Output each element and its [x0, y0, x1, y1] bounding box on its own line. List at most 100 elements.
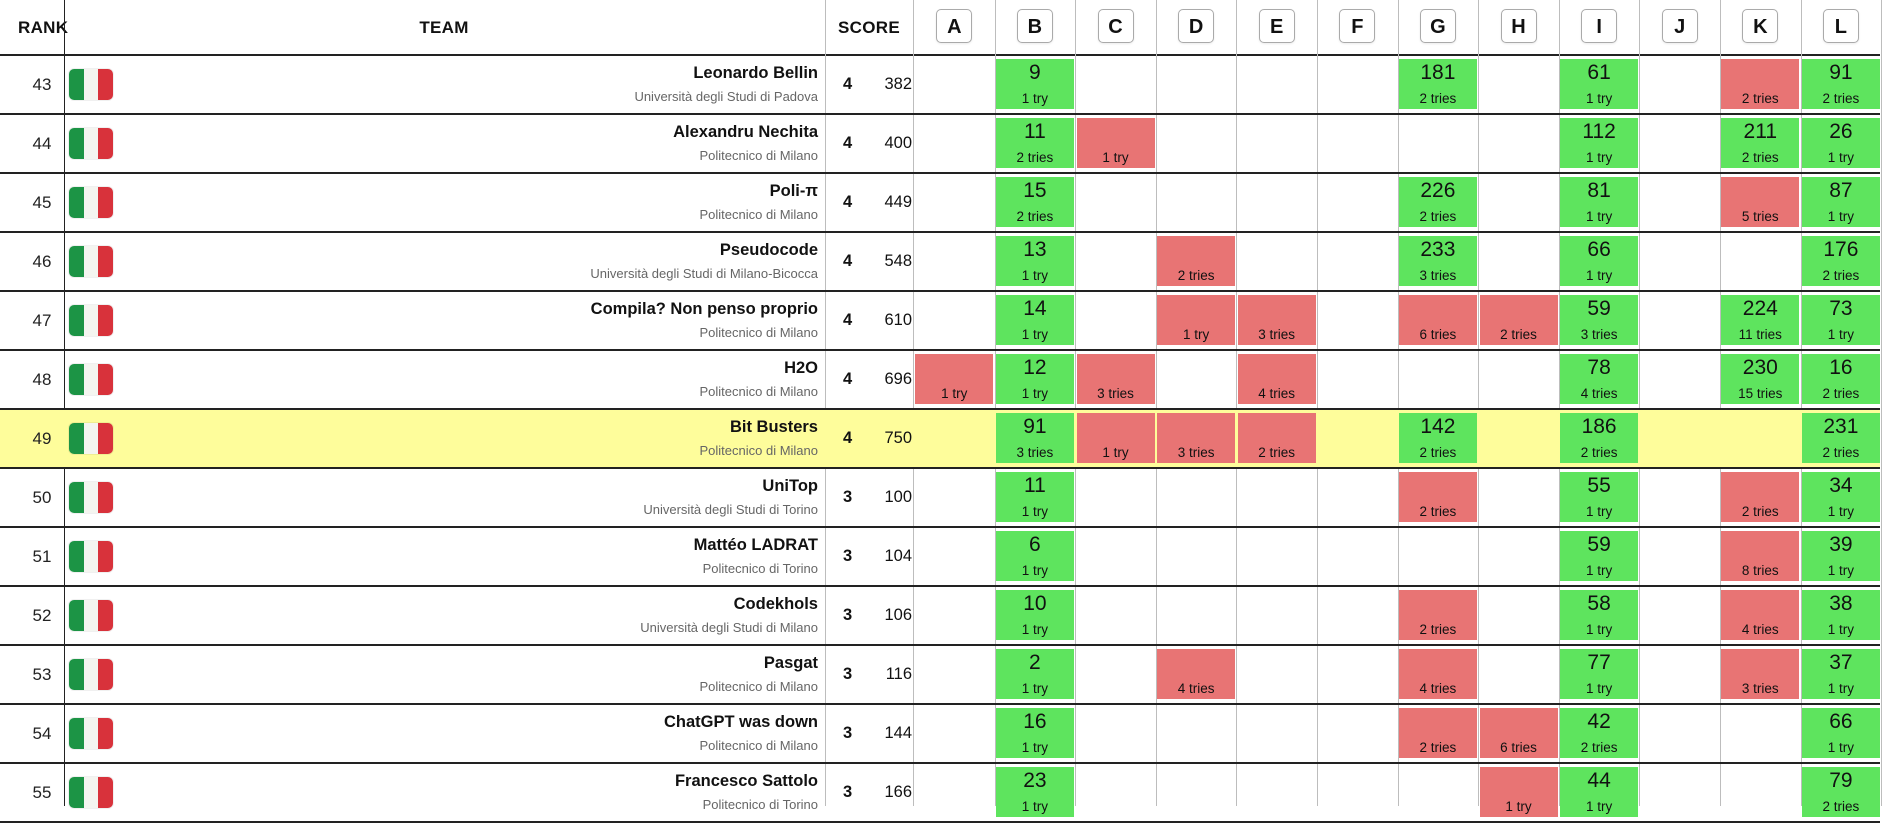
problem-cell-g[interactable]: 142 2 tries: [1398, 413, 1477, 463]
problem-cell-i[interactable]: 59 3 tries: [1560, 295, 1639, 345]
team-name[interactable]: UniTop: [762, 477, 818, 495]
team-name[interactable]: H2O: [784, 359, 818, 377]
problem-cell-l[interactable]: 66 1 try: [1801, 708, 1880, 758]
table-row[interactable]: 44 Alexandru Nechita Politecnico di Milano…: [0, 115, 1880, 174]
problem-cell-c[interactable]: 1 try: [1076, 118, 1155, 168]
problem-cell-i[interactable]: 77 1 try: [1560, 649, 1639, 699]
problem-cell-k[interactable]: 2 tries: [1721, 472, 1800, 522]
problem-cell-a[interactable]: 1 try: [915, 354, 994, 404]
problem-cell-b[interactable]: 14 1 try: [995, 295, 1074, 345]
problem-cell-i[interactable]: 81 1 try: [1560, 177, 1639, 227]
team-name[interactable]: Francesco Sattolo: [674, 772, 818, 790]
problem-header-e[interactable]: E: [1258, 9, 1295, 43]
problem-cell-b[interactable]: 23 1 try: [995, 767, 1074, 817]
problem-cell-l[interactable]: 26 1 try: [1801, 118, 1880, 168]
problem-cell-h[interactable]: 6 tries: [1479, 708, 1558, 758]
table-row[interactable]: 55 Francesco Sattolo Politecnico di Torino…: [0, 764, 1880, 823]
table-row[interactable]: 43 Leonardo Bellin Università degli Studi …: [0, 56, 1880, 115]
problem-cell-d[interactable]: 1 try: [1157, 295, 1236, 345]
problem-cell-g[interactable]: 2 tries: [1398, 472, 1477, 522]
problem-cell-i[interactable]: 186 2 tries: [1560, 413, 1639, 463]
problem-cell-k[interactable]: 211 2 tries: [1721, 118, 1800, 168]
problem-header-k[interactable]: K: [1742, 9, 1779, 43]
problem-cell-e[interactable]: 4 tries: [1237, 354, 1316, 404]
problem-cell-g[interactable]: 2 tries: [1398, 590, 1477, 640]
problem-header-c[interactable]: C: [1097, 9, 1134, 43]
problem-cell-b[interactable]: 13 1 try: [995, 236, 1074, 286]
problem-cell-b[interactable]: 15 2 tries: [995, 177, 1074, 227]
problem-cell-h[interactable]: 2 tries: [1479, 295, 1558, 345]
problem-cell-l[interactable]: 37 1 try: [1801, 649, 1880, 699]
problem-cell-g[interactable]: 181 2 tries: [1398, 59, 1477, 109]
problem-cell-b[interactable]: 11 2 tries: [995, 118, 1074, 168]
problem-cell-l[interactable]: 79 2 tries: [1801, 767, 1880, 817]
team-name[interactable]: Pasgat: [763, 654, 818, 672]
problem-cell-e[interactable]: 2 tries: [1237, 413, 1316, 463]
table-row[interactable]: 47 Compila? Non penso proprio Politecnico …: [0, 292, 1880, 351]
team-name[interactable]: Bit Busters: [729, 418, 818, 436]
problem-cell-i[interactable]: 112 1 try: [1560, 118, 1639, 168]
problem-cell-g[interactable]: 226 2 tries: [1398, 177, 1477, 227]
problem-cell-i[interactable]: 42 2 tries: [1560, 708, 1639, 758]
problem-cell-k[interactable]: 224 11 tries: [1721, 295, 1800, 345]
problem-cell-k[interactable]: 2 tries: [1721, 59, 1800, 109]
problem-header-g[interactable]: G: [1419, 9, 1456, 43]
problem-cell-g[interactable]: 2 tries: [1398, 708, 1477, 758]
problem-cell-i[interactable]: 61 1 try: [1560, 59, 1639, 109]
team-name[interactable]: Pseudocode: [719, 241, 818, 259]
table-row[interactable]: 54 ChatGPT was down Politecnico di Milano 3…: [0, 705, 1880, 764]
problem-cell-l[interactable]: 38 1 try: [1801, 590, 1880, 640]
problem-cell-i[interactable]: 59 1 try: [1560, 531, 1639, 581]
team-name[interactable]: Compila? Non penso proprio: [590, 300, 818, 318]
problem-cell-i[interactable]: 66 1 try: [1560, 236, 1639, 286]
problem-cell-b[interactable]: 6 1 try: [995, 531, 1074, 581]
team-name[interactable]: ChatGPT was down: [663, 713, 818, 731]
problem-cell-l[interactable]: 176 2 tries: [1801, 236, 1880, 286]
problem-cell-k[interactable]: 5 tries: [1721, 177, 1800, 227]
problem-cell-k[interactable]: 3 tries: [1721, 649, 1800, 699]
problem-cell-i[interactable]: 55 1 try: [1560, 472, 1639, 522]
problem-cell-g[interactable]: 233 3 tries: [1398, 236, 1477, 286]
problem-header-h[interactable]: H: [1500, 9, 1537, 43]
team-name[interactable]: Codekhols: [733, 595, 818, 613]
problem-cell-c[interactable]: 3 tries: [1076, 354, 1155, 404]
problem-cell-l[interactable]: 231 2 tries: [1801, 413, 1880, 463]
problem-cell-h[interactable]: 1 try: [1479, 767, 1558, 817]
problem-cell-e[interactable]: 3 tries: [1237, 295, 1316, 345]
problem-header-f[interactable]: F: [1339, 9, 1376, 43]
problem-cell-i[interactable]: 78 4 tries: [1560, 354, 1639, 404]
team-name[interactable]: Poli-π: [769, 182, 818, 200]
problem-cell-k[interactable]: 230 15 tries: [1721, 354, 1800, 404]
table-row[interactable]: 46 Pseudocode Università degli Studi di Mi…: [0, 233, 1880, 292]
problem-cell-b[interactable]: 9 1 try: [995, 59, 1074, 109]
team-name[interactable]: Leonardo Bellin: [693, 64, 818, 82]
problem-cell-b[interactable]: 16 1 try: [995, 708, 1074, 758]
problem-cell-d[interactable]: 2 tries: [1157, 236, 1236, 286]
problem-cell-l[interactable]: 91 2 tries: [1801, 59, 1880, 109]
table-row[interactable]: 50 UniTop Università degli Studi di Torino…: [0, 469, 1880, 528]
problem-cell-i[interactable]: 44 1 try: [1560, 767, 1639, 817]
problem-cell-i[interactable]: 58 1 try: [1560, 590, 1639, 640]
problem-cell-l[interactable]: 73 1 try: [1801, 295, 1880, 345]
problem-cell-l[interactable]: 39 1 try: [1801, 531, 1880, 581]
problem-cell-c[interactable]: 1 try: [1076, 413, 1155, 463]
problem-cell-b[interactable]: 12 1 try: [995, 354, 1074, 404]
problem-cell-l[interactable]: 16 2 tries: [1801, 354, 1880, 404]
problem-cell-g[interactable]: 6 tries: [1398, 295, 1477, 345]
problem-header-l[interactable]: L: [1822, 9, 1859, 43]
table-row[interactable]: 52 Codekhols Università degli Studi di Mil…: [0, 587, 1880, 646]
problem-cell-d[interactable]: 3 tries: [1157, 413, 1236, 463]
problem-cell-b[interactable]: 91 3 tries: [995, 413, 1074, 463]
problem-cell-k[interactable]: 8 tries: [1721, 531, 1800, 581]
problem-cell-b[interactable]: 2 1 try: [995, 649, 1074, 699]
problem-header-i[interactable]: I: [1581, 9, 1618, 43]
problem-cell-l[interactable]: 87 1 try: [1801, 177, 1880, 227]
table-row[interactable]: 48 H2O Politecnico di Milano 4 696 1 try 12 1 t…: [0, 351, 1880, 410]
table-row[interactable]: 51 Mattéo LADRAT Politecnico di Torino 3 104…: [0, 528, 1880, 587]
problem-cell-b[interactable]: 10 1 try: [995, 590, 1074, 640]
problem-header-a[interactable]: A: [936, 9, 973, 43]
table-row[interactable]: 53 Pasgat Politecnico di Milano 3 116 2 1 try 4…: [0, 646, 1880, 705]
team-name[interactable]: Alexandru Nechita: [673, 123, 818, 141]
problem-header-d[interactable]: D: [1178, 9, 1215, 43]
table-row[interactable]: 45 Poli-π Politecnico di Milano 4 449 15 2 tri…: [0, 174, 1880, 233]
